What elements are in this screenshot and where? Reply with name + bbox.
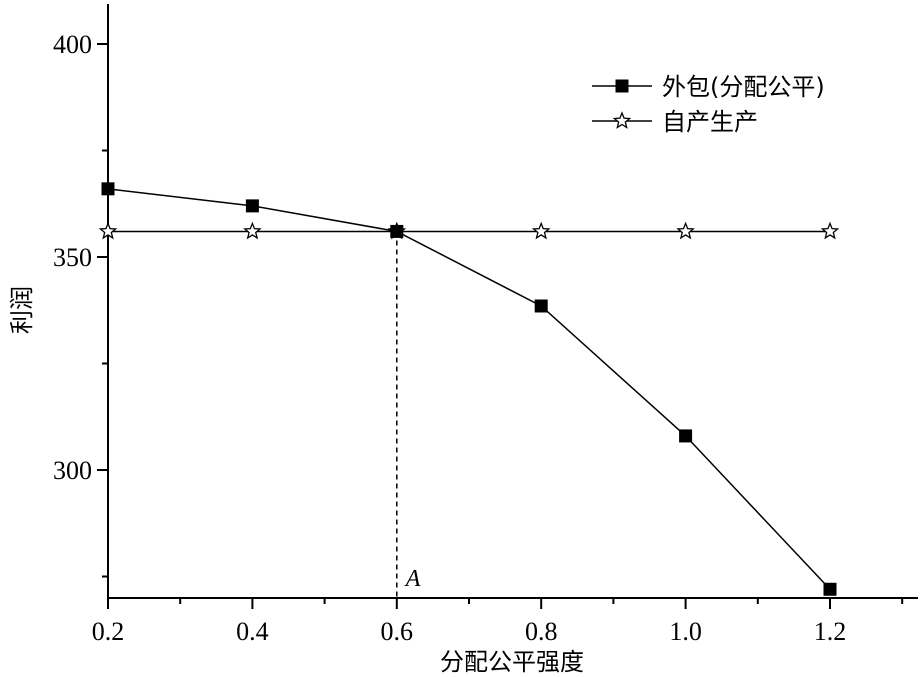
legend-marker-outsourcing <box>615 79 629 93</box>
data-point-outsourcing <box>245 199 259 213</box>
data-point-outsourcing <box>534 299 548 313</box>
data-point-outsourcing <box>823 582 837 596</box>
x-tick-label: 1.2 <box>814 617 847 646</box>
y-tick-label: 400 <box>53 30 92 59</box>
data-point-self-production <box>531 221 551 240</box>
legend-label-outsourcing: 外包(分配公平) <box>662 73 825 101</box>
legend-marker-self-production <box>612 111 632 129</box>
x-axis-title: 分配公平强度 <box>440 648 584 676</box>
data-point-outsourcing <box>679 429 693 443</box>
guides: A <box>396 231 421 598</box>
legend: 外包(分配公平) 自产生产 <box>592 73 825 136</box>
x-tick-label: 1.0 <box>669 617 702 646</box>
y-ticks: 300 350 400 <box>53 30 108 578</box>
legend-label-self-production: 自产生产 <box>662 108 758 136</box>
data-point-self-production <box>676 221 695 240</box>
y-tick-label: 350 <box>53 243 92 272</box>
x-tick-label: 0.8 <box>525 617 558 646</box>
data-point-self-production <box>820 221 840 240</box>
x-tick-label: 0.4 <box>236 617 269 646</box>
y-axis-title: 利润 <box>8 286 36 334</box>
x-ticks: 0.2 0.4 0.6 0.8 1.0 1.2 <box>92 598 904 646</box>
x-tick-label: 0.2 <box>92 617 125 646</box>
data-point-outsourcing <box>390 224 404 238</box>
data-point-self-production <box>98 221 118 240</box>
data-point-self-production <box>243 221 262 240</box>
data-point-outsourcing <box>101 182 115 196</box>
series-line-outsourcing <box>107 188 831 590</box>
x-tick-label: 0.6 <box>381 617 414 646</box>
series-layer <box>98 182 840 596</box>
y-tick-label: 300 <box>53 456 92 485</box>
annotation-a: A <box>404 566 421 592</box>
axes <box>107 4 918 599</box>
